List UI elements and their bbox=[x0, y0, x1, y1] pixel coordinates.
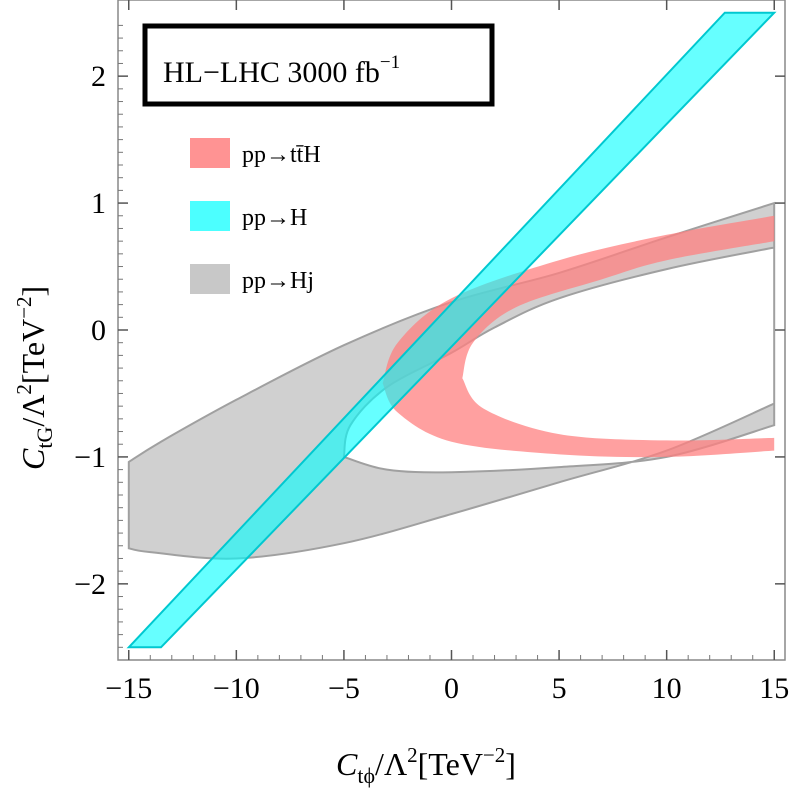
y-tick-label: 1 bbox=[91, 187, 106, 220]
x-axis-title: Ctϕ/Λ2[TeV−2] bbox=[336, 743, 516, 788]
regions-layer bbox=[126, 11, 777, 649]
annotation-frame bbox=[142, 23, 495, 107]
x-tick-label: −5 bbox=[328, 672, 360, 705]
x-tick-label: −15 bbox=[105, 672, 152, 705]
annotation-text: HL−LHC 3000 fb−1 bbox=[163, 52, 400, 89]
x-tick-label: 15 bbox=[759, 672, 789, 705]
legend-label: pp→H bbox=[242, 205, 307, 231]
x-tick-label: 10 bbox=[652, 672, 682, 705]
y-tick-label: −1 bbox=[74, 441, 106, 474]
legend-label: pp→tt̄H bbox=[242, 142, 321, 168]
x-tick-label: 5 bbox=[552, 672, 567, 705]
legend-swatch bbox=[190, 201, 230, 231]
legend-swatch bbox=[190, 264, 230, 294]
legend-label: pp→Hj bbox=[242, 268, 314, 294]
y-axis-title: CtG/Λ2[TeV−2] bbox=[12, 286, 57, 470]
y-tick-label: −2 bbox=[74, 568, 106, 601]
y-tick-label: 0 bbox=[91, 314, 106, 347]
legend: pp→tt̄H pp→H pp→Hj bbox=[190, 138, 321, 294]
legend-swatch bbox=[190, 138, 230, 168]
region-pp-h bbox=[126, 11, 777, 649]
x-tick-label: 0 bbox=[444, 672, 459, 705]
annotation-box: HL−LHC 3000 fb−1 bbox=[142, 23, 495, 107]
x-tick-label: −10 bbox=[213, 672, 260, 705]
y-tick-label: 2 bbox=[91, 60, 106, 93]
